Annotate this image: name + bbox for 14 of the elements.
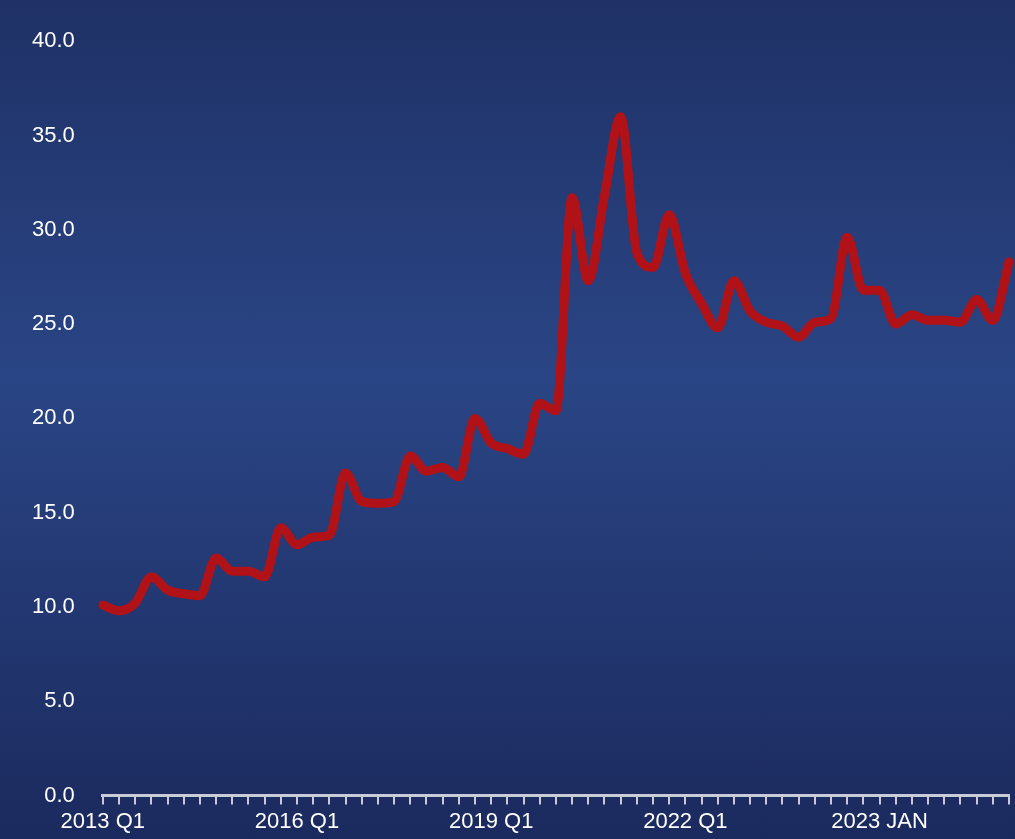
x-tick-label: 2023 JAN <box>831 807 928 833</box>
y-tick-label: 20.0 <box>31 404 75 430</box>
y-tick-label: 25.0 <box>31 310 75 336</box>
y-tick-label: 0.0 <box>44 781 75 807</box>
y-tick-label: 40.0 <box>31 27 75 53</box>
x-tick-label: 2019 Q1 <box>448 807 534 833</box>
y-tick-label: 5.0 <box>44 687 75 713</box>
y-tick-label: 30.0 <box>31 215 75 241</box>
x-tick-label: 2022 Q1 <box>643 807 728 833</box>
y-tick-label: 10.0 <box>31 593 75 619</box>
x-tick-label: 2013 Q1 <box>60 807 146 833</box>
y-tick-label: 15.0 <box>31 498 75 524</box>
x-tick-label: 2016 Q1 <box>254 807 340 833</box>
y-tick-label: 35.0 <box>31 121 75 147</box>
